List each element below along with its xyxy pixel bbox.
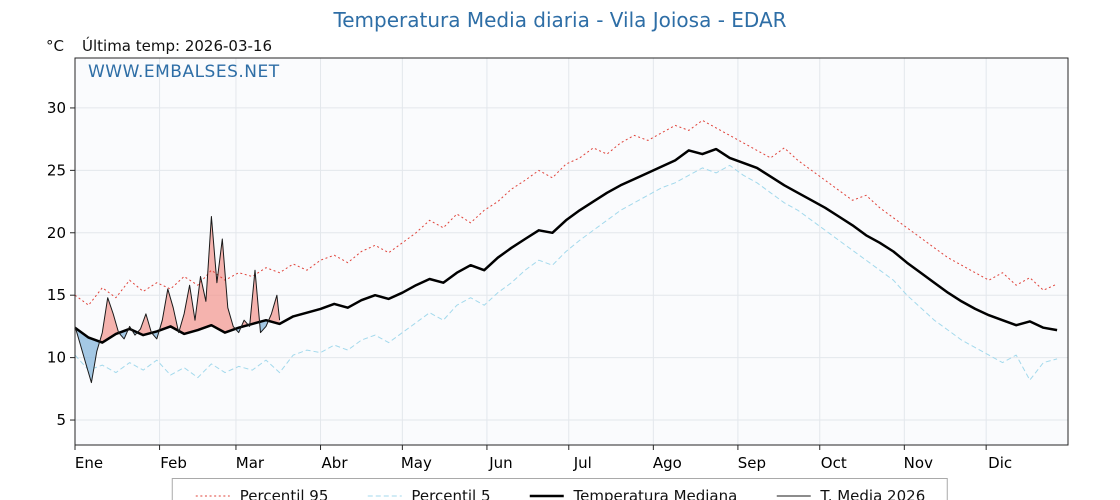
series-line-percentil-95 xyxy=(74,119,1058,306)
y-tick-label: 25 xyxy=(47,161,66,179)
legend-line-swatch xyxy=(367,495,402,497)
x-tick-label: Mar xyxy=(236,454,265,472)
fill-above-median xyxy=(249,270,260,325)
legend-label: Percentil 95 xyxy=(239,487,329,500)
x-tick-label: May xyxy=(401,454,432,472)
x-tick-label: Dic xyxy=(988,454,1012,472)
x-tick-label: Oct xyxy=(821,454,847,472)
x-tick-label: Ago xyxy=(653,454,682,472)
last-temp-label: Última temp: 2026-03-16 xyxy=(82,37,273,55)
x-tick-label: Jun xyxy=(488,454,512,472)
legend-line-swatch xyxy=(776,495,811,497)
series-line-t-media-2026 xyxy=(74,216,281,384)
x-tick-label: Feb xyxy=(160,454,187,472)
legend-line-swatch xyxy=(195,495,230,497)
x-tick-label: Abr xyxy=(322,454,349,472)
chart-title: Temperatura Media diaria - Vila Joiosa -… xyxy=(333,8,787,32)
series-line-temperatura-mediana xyxy=(74,147,1058,344)
y-tick-label: 30 xyxy=(47,99,66,117)
y-tick-label: 5 xyxy=(56,411,66,429)
legend-line-swatch xyxy=(529,494,564,498)
chart-legend: Percentil 95 Percentil 5 Temperatura Media… xyxy=(171,478,949,500)
x-tick-label: Nov xyxy=(904,454,933,472)
watermark-text: WWW.EMBALSES.NET xyxy=(88,62,280,82)
x-tick-label: Ene xyxy=(75,454,103,472)
fill-below-median xyxy=(259,320,269,333)
legend-label: Temperatura Mediana xyxy=(573,487,738,500)
fill-above-median xyxy=(159,289,179,331)
legend-label: T. Media 2026 xyxy=(820,487,926,500)
x-tick-label: Jul xyxy=(573,454,592,472)
x-tick-label: Sep xyxy=(738,454,766,472)
y-axis-unit-label: °C xyxy=(46,37,64,55)
y-tick-label: 20 xyxy=(47,224,66,242)
fill-above-median xyxy=(99,297,119,343)
legend-item-temperatura-mediana: Temperatura Mediana xyxy=(528,487,737,500)
fill-above-median xyxy=(179,216,236,334)
plot-background xyxy=(75,58,1068,445)
legend-item-percentil-5: Percentil 5 xyxy=(366,487,490,500)
fill-above-median xyxy=(137,313,152,336)
legend-item-t-media-2026: T. Media 2026 xyxy=(775,487,925,500)
series-line-percentil-5 xyxy=(74,164,1058,381)
legend-label: Percentil 5 xyxy=(411,487,491,500)
y-tick-label: 10 xyxy=(47,349,66,367)
fill-above-median xyxy=(268,295,280,324)
plot-border xyxy=(74,57,1069,446)
y-tick-label: 15 xyxy=(47,286,66,304)
fill-below-median xyxy=(118,329,129,339)
legend-item-percentil-95: Percentil 95 xyxy=(195,487,329,500)
